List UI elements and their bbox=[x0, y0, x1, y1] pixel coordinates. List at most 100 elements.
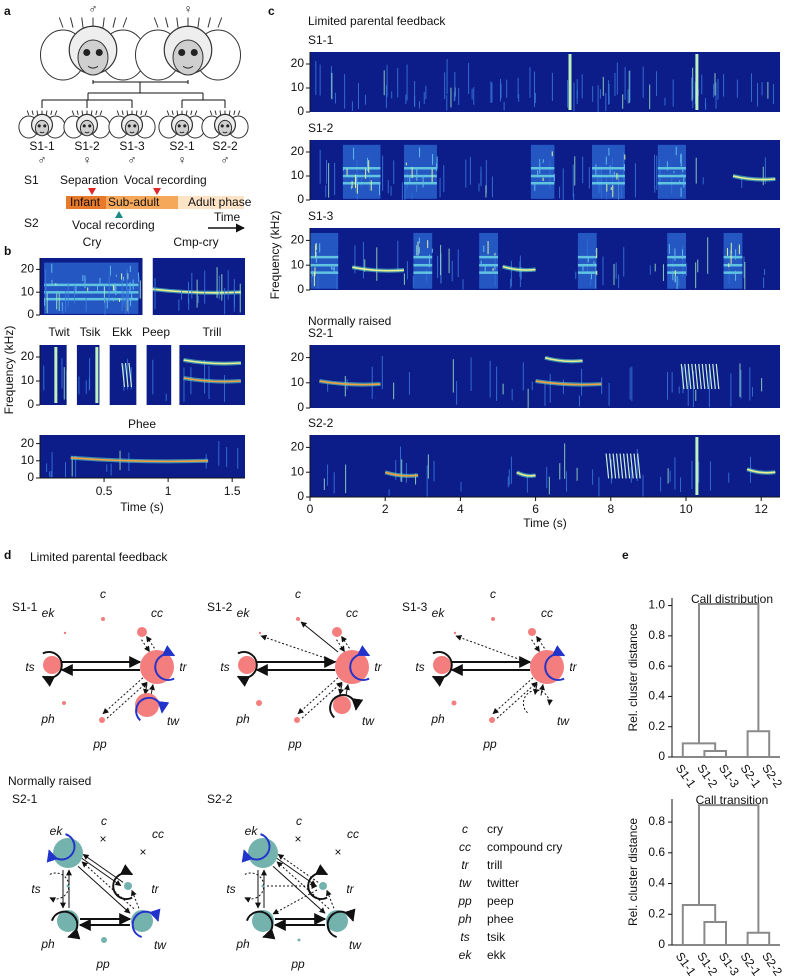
monkey-hair bbox=[95, 110, 98, 116]
spectro-streak bbox=[487, 241, 489, 255]
spectro-line bbox=[54, 347, 58, 403]
spectro-streak bbox=[682, 249, 684, 259]
spectro-noise bbox=[326, 159, 328, 184]
spectro-streak bbox=[123, 276, 125, 281]
monkey-hair bbox=[121, 110, 124, 116]
spectro-streak bbox=[675, 146, 677, 156]
node-label: cc bbox=[346, 606, 358, 620]
leaf-label: S2-2 bbox=[759, 762, 785, 791]
spectro-streak bbox=[409, 177, 411, 183]
spectro-band bbox=[657, 174, 686, 178]
spectro-noise bbox=[597, 85, 599, 112]
monkey-hair bbox=[140, 110, 143, 116]
spectro-streak bbox=[427, 240, 429, 249]
node-label: c bbox=[100, 587, 106, 601]
monkey-hair bbox=[45, 110, 48, 115]
spectro-streak bbox=[596, 247, 598, 258]
spectro-streak bbox=[354, 174, 356, 188]
spectro-noise bbox=[750, 73, 752, 102]
y-tick-label: 0.8 bbox=[648, 814, 665, 828]
spectro-noise bbox=[75, 455, 77, 478]
node-label: tw bbox=[362, 714, 375, 728]
spectro-noise bbox=[325, 185, 327, 198]
spectro-band bbox=[723, 255, 743, 259]
spectro-noise bbox=[46, 463, 48, 472]
spectro-noise bbox=[51, 452, 53, 478]
leaf-label: S1-2 bbox=[694, 950, 720, 978]
x-tick-label: 8 bbox=[607, 502, 614, 516]
event-label: Vocal recording bbox=[72, 218, 155, 232]
spectro-noise bbox=[709, 461, 711, 491]
spectro-trill bbox=[712, 363, 716, 390]
subject-label: S1-2 bbox=[308, 121, 334, 135]
spectro-streak bbox=[672, 270, 674, 281]
monkey-hair bbox=[81, 17, 84, 28]
spectro-streak bbox=[553, 173, 555, 182]
spectro-noise bbox=[599, 89, 601, 99]
spectro-noise bbox=[761, 378, 763, 392]
x-tick-label: 0.5 bbox=[96, 484, 113, 498]
monkey-mouth bbox=[179, 131, 185, 134]
spectro-streak bbox=[738, 244, 740, 255]
spectro-noise bbox=[154, 278, 156, 309]
spectro-streak bbox=[419, 150, 421, 153]
spectro-streak bbox=[106, 300, 108, 309]
spectro-noise bbox=[460, 482, 462, 492]
call-node bbox=[256, 700, 262, 706]
spectro-streak bbox=[129, 281, 131, 294]
spectro-noise bbox=[564, 443, 566, 479]
spectro-streak bbox=[582, 265, 584, 271]
spectro-noise bbox=[108, 275, 110, 303]
monkey-eye bbox=[88, 124, 92, 128]
spectro-noise bbox=[63, 367, 65, 400]
spectro-noise bbox=[216, 267, 218, 299]
spectro-noise bbox=[319, 149, 321, 184]
spectro-noise bbox=[534, 71, 536, 108]
node-label: ph bbox=[235, 937, 250, 951]
node-label: c bbox=[490, 587, 496, 601]
monkey-hair bbox=[58, 17, 64, 28]
subject-label: S1-1 bbox=[308, 33, 334, 47]
spectro-streak bbox=[417, 241, 419, 256]
call-node bbox=[258, 631, 262, 635]
spectro-gap bbox=[66, 344, 77, 406]
leaf-label: S1-3 bbox=[716, 950, 742, 978]
y-tick-label: 20 bbox=[21, 262, 35, 276]
spectro-noise bbox=[767, 81, 769, 99]
spectro-streak bbox=[99, 277, 101, 284]
panel-label: c bbox=[268, 4, 275, 18]
call-title: Cmp-cry bbox=[173, 235, 218, 249]
spectro-noise bbox=[330, 66, 332, 99]
spectro-streak bbox=[551, 151, 553, 157]
transition-edge bbox=[106, 681, 148, 719]
leaf-label: S1-1 bbox=[673, 950, 699, 978]
monkey-eye bbox=[226, 124, 230, 128]
spectro-noise bbox=[319, 64, 321, 96]
legend-abbr: cc bbox=[459, 840, 471, 854]
transition-edge bbox=[496, 681, 538, 719]
spectro-noise bbox=[740, 369, 742, 399]
spectro-trill bbox=[633, 453, 638, 479]
spectro-streak bbox=[436, 156, 438, 169]
spectro-streak bbox=[623, 164, 625, 171]
spectro-streak bbox=[51, 263, 53, 273]
y-tick-label: 0.6 bbox=[648, 658, 665, 672]
monkey-hair bbox=[135, 110, 138, 115]
transition-edge bbox=[272, 865, 326, 914]
spectro-noise bbox=[614, 72, 616, 96]
spectro-noise bbox=[618, 274, 620, 289]
spectro-band bbox=[413, 263, 433, 267]
spectro-band bbox=[723, 263, 743, 267]
spectro-streak bbox=[113, 283, 115, 294]
group-label: S1 bbox=[24, 173, 39, 187]
y-tick-label: 0.2 bbox=[648, 906, 665, 920]
monkey-hair bbox=[171, 110, 174, 116]
monkey-hair bbox=[197, 17, 200, 28]
monkey-mouth bbox=[39, 131, 45, 134]
node-label: ek bbox=[432, 606, 446, 620]
sex-symbol: ♂ bbox=[38, 153, 47, 167]
spectro-noise bbox=[351, 101, 353, 111]
spectro-noise bbox=[46, 293, 48, 314]
spectro-noise bbox=[399, 446, 401, 482]
y-axis-title: Rel. cluster distance bbox=[626, 623, 640, 731]
